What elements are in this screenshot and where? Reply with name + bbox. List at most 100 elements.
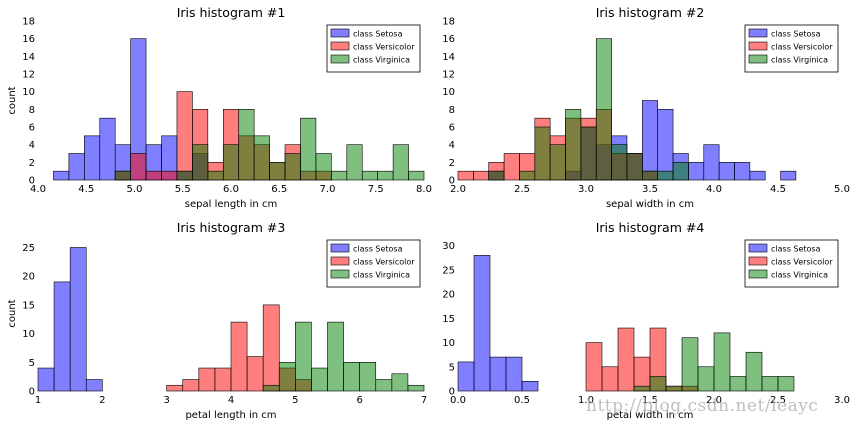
bar-setosa-3 <box>85 379 103 392</box>
legend-swatch-versicolor <box>748 256 768 266</box>
y-tick-label: 20 <box>22 272 35 283</box>
x-tick-label: 7 <box>421 395 427 406</box>
bar-virginica-2 <box>534 126 551 181</box>
bar-versicolor-3 <box>214 367 232 392</box>
bar-setosa-3 <box>505 356 523 392</box>
y-tick-label: 5 <box>29 358 35 369</box>
legend-label-setosa: class Setosa <box>353 245 403 254</box>
bar-virginica-1 <box>278 361 296 392</box>
x-tick-label: 6.5 <box>271 184 287 195</box>
y-tick-label: 18 <box>22 17 35 28</box>
chart-title: Iris histogram #1 <box>177 5 286 20</box>
bar-virginica-6 <box>253 135 270 181</box>
y-tick-label: 10 <box>22 329 35 340</box>
legend: class Setosa class Versicolor class Virgin… <box>326 239 421 288</box>
y-tick-label: 12 <box>442 70 455 81</box>
legend-label-setosa: class Setosa <box>353 30 403 39</box>
bar-virginica-13 <box>361 170 378 181</box>
bar-setosa-10 <box>703 144 720 181</box>
bar-versicolor-4 <box>176 91 193 181</box>
legend-swatch-setosa <box>748 243 768 253</box>
legend-label-versicolor: class Versicolor <box>771 43 833 52</box>
y-tick-label: 10 <box>442 87 455 98</box>
x-tick-label: 1.0 <box>578 395 594 406</box>
bar-virginica-14 <box>377 170 394 181</box>
y-tick-label: 0 <box>29 176 35 187</box>
x-tick-label: 2 <box>99 395 105 406</box>
bar-versicolor-1 <box>473 170 490 181</box>
bar-virginica-1 <box>649 376 667 392</box>
y-tick-label: 4 <box>29 140 35 151</box>
bar-virginica-11 <box>331 170 348 181</box>
y-axis-label: count <box>7 299 18 327</box>
x-tick-label: 0.5 <box>514 395 530 406</box>
legend-label-versicolor: class Versicolor <box>771 258 833 267</box>
y-tick-label: 6 <box>449 123 455 134</box>
bar-virginica-10 <box>315 153 332 181</box>
legend-swatch-virginica <box>330 54 350 64</box>
bar-virginica-8 <box>626 153 643 181</box>
bar-versicolor-2 <box>198 367 216 392</box>
x-tick-label: 3.0 <box>834 395 850 406</box>
bar-virginica-15 <box>392 144 409 181</box>
bar-virginica-7 <box>375 379 393 392</box>
y-tick-label: 25 <box>442 265 455 276</box>
bar-virginica-12 <box>346 144 363 181</box>
bar-virginica-5 <box>713 332 731 392</box>
y-tick-label: 25 <box>22 243 35 254</box>
bar-virginica-5 <box>343 361 360 392</box>
bar-setosa-3 <box>84 135 101 181</box>
bar-virginica-9 <box>642 170 658 181</box>
bar-setosa-1 <box>53 281 71 392</box>
bar-setosa-0 <box>457 361 475 392</box>
legend-label-virginica: class Virginica <box>353 271 410 280</box>
bar-setosa-2 <box>69 247 87 392</box>
bar-virginica-1 <box>176 170 193 181</box>
bar-setosa-7 <box>657 109 674 181</box>
bar-versicolor-1 <box>130 153 147 181</box>
x-axis-label: sepal width in cm <box>606 199 694 210</box>
bar-virginica-5 <box>580 126 597 181</box>
chart-title: Iris histogram #4 <box>596 220 705 235</box>
x-tick-label: 0.0 <box>450 395 466 406</box>
bar-versicolor-4 <box>230 321 248 392</box>
bar-virginica-2 <box>295 321 312 392</box>
legend: class Setosa class Versicolor class Virgin… <box>744 24 839 73</box>
bar-virginica-0 <box>633 385 651 392</box>
y-tick-label: 16 <box>442 34 455 45</box>
bar-virginica-9 <box>407 384 425 392</box>
y-tick-label: 0 <box>449 176 455 187</box>
legend-label-virginica: class Virginica <box>771 56 828 65</box>
x-tick-label: 1.5 <box>642 395 658 406</box>
bar-setosa-1 <box>473 255 491 392</box>
x-tick-label: 2.0 <box>450 184 466 195</box>
legend-swatch-setosa <box>330 28 350 38</box>
x-tick-label: 4.5 <box>78 184 94 195</box>
bar-virginica-3 <box>311 367 328 392</box>
x-axis-label: petal width in cm <box>607 410 694 421</box>
bar-virginica-6 <box>359 361 377 392</box>
bar-virginica-5 <box>238 109 255 181</box>
x-tick-label: 2.0 <box>706 395 722 406</box>
bar-setosa-4 <box>521 381 539 392</box>
x-axis-label: petal length in cm <box>185 410 276 421</box>
legend-swatch-versicolor <box>330 256 350 266</box>
y-tick-label: 8 <box>449 105 455 116</box>
x-tick-label: 4.0 <box>30 184 46 195</box>
y-tick-label: 6 <box>29 123 35 134</box>
x-tick-label: 2.5 <box>514 184 530 195</box>
histogram-panel-2: Iris histogram #2 2.0 2.5 3.0 3.5 4.0 4.5 5.0 0 2… <box>442 5 850 210</box>
bar-virginica-3 <box>207 170 224 181</box>
x-tick-label: 1 <box>35 395 41 406</box>
y-tick-label: 30 <box>442 241 455 252</box>
bar-virginica-4 <box>327 321 344 392</box>
bar-setosa-2 <box>68 153 85 181</box>
bar-virginica-8 <box>391 373 409 392</box>
y-tick-label: 20 <box>442 290 455 301</box>
bar-virginica-16 <box>408 170 425 181</box>
x-tick-label: 5.5 <box>175 184 191 195</box>
x-tick-label: 3.5 <box>642 184 658 195</box>
legend: class Setosa class Versicolor class Virgin… <box>326 24 421 73</box>
bar-virginica-11 <box>672 162 689 181</box>
